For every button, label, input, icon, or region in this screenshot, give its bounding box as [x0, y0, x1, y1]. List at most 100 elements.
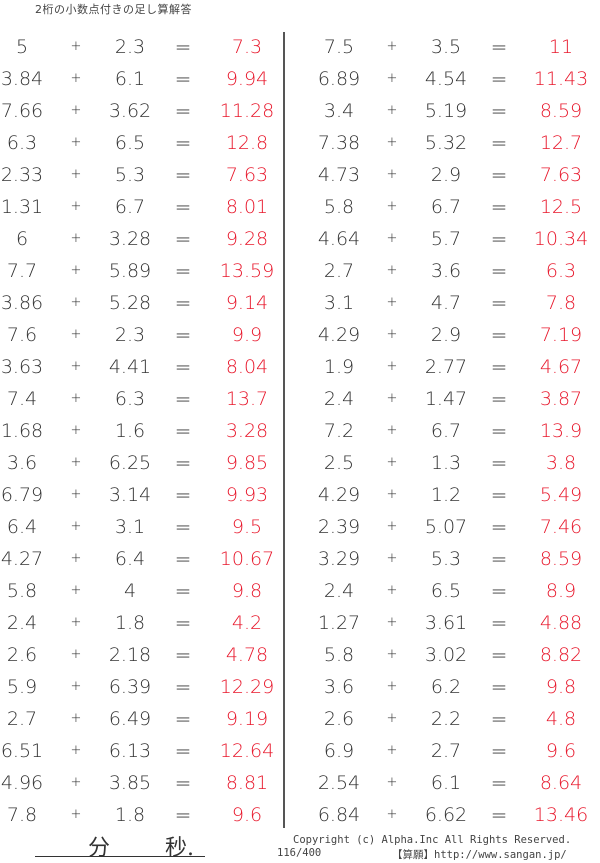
right-problem-8-equals-sign: = — [490, 259, 508, 283]
right-problem-18-equals-sign: = — [490, 579, 508, 603]
left-problem-25-plus-sign: + — [70, 807, 82, 822]
right-problem-19-addend-b: 3.61 — [424, 612, 468, 634]
right-problem-16-answer: 7.46 — [539, 516, 583, 538]
left-problem-7-plus-sign: + — [70, 231, 82, 246]
copyright-text: Copyright (c) Alpha.Inc All Rights Reser… — [293, 834, 572, 846]
left-problem-22-answer: 9.19 — [225, 708, 269, 730]
right-problem-19-addend-a: 1.27 — [317, 612, 361, 634]
right-problem-9-equals-sign: = — [490, 291, 508, 315]
left-problem-1-equals-sign: = — [174, 35, 192, 59]
right-problem-24-answer: 8.64 — [539, 772, 583, 794]
right-problem-25-addend-b: 6.62 — [424, 804, 468, 826]
right-problem-6-addend-b: 6.7 — [430, 196, 462, 218]
right-problem-1-addend-a: 7.5 — [323, 36, 355, 58]
left-problem-8-addend-a: 7.7 — [6, 260, 38, 282]
right-problem-20-equals-sign: = — [490, 643, 508, 667]
left-problem-21-addend-a: 5.9 — [6, 676, 38, 698]
right-problem-17-addend-b: 5.3 — [430, 548, 462, 570]
right-problem-14-plus-sign: + — [386, 455, 398, 470]
left-problem-9-equals-sign: = — [174, 291, 192, 315]
left-problem-12-plus-sign: + — [70, 391, 82, 406]
left-problem-4-addend-a: 6.3 — [6, 132, 38, 154]
right-problem-5-addend-a: 4.73 — [317, 164, 361, 186]
right-problem-15-addend-a: 4.29 — [317, 484, 361, 506]
right-problem-23-addend-b: 2.7 — [430, 740, 462, 762]
left-problem-3-addend-b: 3.62 — [108, 100, 152, 122]
left-problem-6-answer: 8.01 — [225, 196, 269, 218]
left-problem-2-answer: 9.94 — [225, 68, 269, 90]
left-problem-5-addend-a: 2.33 — [0, 164, 44, 186]
left-problem-19-answer: 4.2 — [231, 612, 263, 634]
right-problem-24-addend-a: 2.54 — [317, 772, 361, 794]
right-problem-2-plus-sign: + — [386, 71, 398, 86]
left-problem-13-plus-sign: + — [70, 423, 82, 438]
left-problem-2-plus-sign: + — [70, 71, 82, 86]
right-problem-18-addend-b: 6.5 — [430, 580, 462, 602]
right-problem-10-equals-sign: = — [490, 323, 508, 347]
left-problem-15-plus-sign: + — [70, 487, 82, 502]
right-problem-18-addend-a: 2.4 — [323, 580, 355, 602]
right-problem-11-plus-sign: + — [386, 359, 398, 374]
left-problem-17-addend-a: 4.27 — [0, 548, 44, 570]
left-problem-22-plus-sign: + — [70, 711, 82, 726]
right-problem-11-equals-sign: = — [490, 355, 508, 379]
left-problem-15-addend-b: 3.14 — [108, 484, 152, 506]
right-problem-9-plus-sign: + — [386, 295, 398, 310]
right-problem-5-equals-sign: = — [490, 163, 508, 187]
left-problem-20-addend-a: 2.6 — [6, 644, 38, 666]
left-problem-25-addend-a: 7.8 — [6, 804, 38, 826]
right-problem-1-addend-b: 3.5 — [430, 36, 462, 58]
right-problem-18-plus-sign: + — [386, 583, 398, 598]
left-problem-6-addend-a: 1.31 — [0, 196, 44, 218]
time-record-line — [35, 826, 205, 857]
right-problem-25-plus-sign: + — [386, 807, 398, 822]
right-problem-22-answer: 4.8 — [545, 708, 577, 730]
right-problem-5-answer: 7.63 — [539, 164, 583, 186]
left-problem-12-addend-a: 7.4 — [6, 388, 38, 410]
left-problem-1-plus-sign: + — [70, 39, 82, 54]
left-problem-13-equals-sign: = — [174, 419, 192, 443]
left-problem-9-plus-sign: + — [70, 295, 82, 310]
left-problem-7-addend-b: 3.28 — [108, 228, 152, 250]
right-problem-3-equals-sign: = — [490, 99, 508, 123]
left-problem-17-addend-b: 6.4 — [114, 548, 146, 570]
right-problem-10-answer: 7.19 — [539, 324, 583, 346]
site-url: 【算願】http://www.sangan.jp/ — [392, 849, 567, 861]
left-problem-3-equals-sign: = — [174, 99, 192, 123]
left-problem-11-addend-b: 4.41 — [108, 356, 152, 378]
right-problem-1-plus-sign: + — [386, 39, 398, 54]
left-problem-5-addend-b: 5.3 — [114, 164, 146, 186]
left-problem-8-addend-b: 5.89 — [108, 260, 152, 282]
left-problem-20-addend-b: 2.18 — [108, 644, 152, 666]
column-divider — [283, 32, 285, 828]
left-problem-12-answer: 13.7 — [225, 388, 269, 410]
right-problem-14-addend-a: 2.5 — [323, 452, 355, 474]
right-problem-21-addend-b: 6.2 — [430, 676, 462, 698]
right-problem-25-answer: 13.46 — [533, 804, 589, 826]
left-problem-24-plus-sign: + — [70, 775, 82, 790]
left-problem-15-addend-a: 6.79 — [0, 484, 44, 506]
right-problem-7-answer: 10.34 — [533, 228, 589, 250]
left-problem-9-addend-a: 3.86 — [0, 292, 44, 314]
right-problem-14-addend-b: 1.3 — [430, 452, 462, 474]
right-problem-17-equals-sign: = — [490, 547, 508, 571]
left-problem-16-addend-b: 3.1 — [114, 516, 146, 538]
left-problem-17-plus-sign: + — [70, 551, 82, 566]
right-problem-13-addend-a: 7.2 — [323, 420, 355, 442]
right-problem-5-plus-sign: + — [386, 167, 398, 182]
left-problem-16-equals-sign: = — [174, 515, 192, 539]
right-problem-1-equals-sign: = — [490, 35, 508, 59]
left-problem-21-plus-sign: + — [70, 679, 82, 694]
left-problem-20-answer: 4.78 — [225, 644, 269, 666]
left-problem-4-addend-b: 6.5 — [114, 132, 146, 154]
left-problem-2-addend-b: 6.1 — [114, 68, 146, 90]
right-problem-11-addend-a: 1.9 — [323, 356, 355, 378]
left-problem-13-answer: 3.28 — [225, 420, 269, 442]
left-problem-18-addend-b: 4 — [123, 580, 137, 602]
right-problem-2-addend-b: 4.54 — [424, 68, 468, 90]
left-problem-23-answer: 12.64 — [219, 740, 275, 762]
left-problem-14-addend-a: 3.6 — [6, 452, 38, 474]
left-problem-20-equals-sign: = — [174, 643, 192, 667]
right-problem-13-answer: 13.9 — [539, 420, 583, 442]
left-problem-24-addend-b: 3.85 — [108, 772, 152, 794]
